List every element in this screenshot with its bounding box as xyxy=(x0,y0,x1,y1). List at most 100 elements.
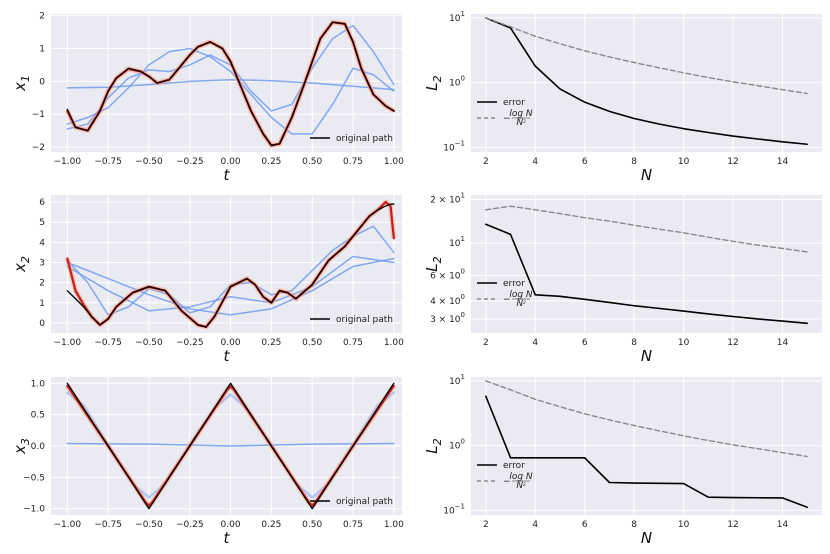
x-tick-label: −1.00 xyxy=(54,157,82,167)
series-line-error xyxy=(485,223,808,325)
series-line-blue xyxy=(66,442,395,447)
x-tick-label: −0.25 xyxy=(176,520,204,530)
x-tick-label: −0.50 xyxy=(135,520,163,530)
y-tick-label: 0 xyxy=(39,319,45,329)
x-tick-label: 8 xyxy=(631,520,637,530)
series-line-red xyxy=(66,384,395,507)
series-line-original xyxy=(66,21,395,147)
x-tick-label: 2 xyxy=(483,520,489,530)
legend-bound-denominator: N2 xyxy=(516,118,526,128)
series-line-bound xyxy=(485,17,808,95)
y-tick-label: 5 xyxy=(39,218,45,228)
series-group xyxy=(64,199,397,330)
x-tick-label: 10 xyxy=(678,520,690,530)
panel-x1_paths: −1.00 −0.75 −0.50 −0.25 0.00 0.25 0.50 0.75 1.00… xyxy=(11,12,404,184)
x-tick-label: 0.50 xyxy=(302,338,322,348)
plot-area xyxy=(51,14,402,152)
x-tick-label: −1.00 xyxy=(54,338,82,348)
x-tick-label: 1.00 xyxy=(384,520,404,530)
y-tick-label: 6 × 100 xyxy=(430,267,465,281)
legend-error-label: error xyxy=(503,279,525,289)
series-line-error xyxy=(485,395,808,509)
series-line-bound xyxy=(485,380,808,458)
x-tick-label: −0.50 xyxy=(135,338,163,348)
y-tick-label: 1 xyxy=(39,299,45,309)
x-tick-label: −0.50 xyxy=(135,157,163,167)
x-tick-label: 12 xyxy=(727,520,738,530)
x-tick-label: −0.75 xyxy=(94,520,122,530)
y-axis-label: L2 xyxy=(423,438,444,453)
legend-bound-numerator: log N xyxy=(509,472,533,482)
x-tick-label: 12 xyxy=(727,157,738,167)
y-tick-label: 6 xyxy=(39,198,45,208)
y-axis-label: x2 xyxy=(11,256,32,273)
plot-area xyxy=(51,195,402,333)
x-axis-label: t xyxy=(224,529,231,547)
y-tick-label: −1 xyxy=(32,110,45,120)
series-line-error xyxy=(485,17,808,146)
x-axis-label: N xyxy=(641,529,652,547)
y-tick-label: 1.0 xyxy=(31,379,46,389)
x-tick-label: 0.00 xyxy=(221,520,241,530)
x-tick-label: −0.75 xyxy=(94,157,122,167)
x-tick-label: 1.00 xyxy=(384,157,404,167)
series-line-bound xyxy=(485,205,808,253)
series-line-original xyxy=(66,203,395,328)
x-tick-label: 0.50 xyxy=(302,520,322,530)
panel-x3_paths: −1.00 −0.75 −0.50 −0.25 0.00 0.25 0.50 0.75 1.00… xyxy=(11,377,404,547)
x-tick-label: 10 xyxy=(678,338,690,348)
series-group xyxy=(65,382,396,510)
y-tick-label: 4 × 100 xyxy=(430,293,465,307)
legend-bound-dash: − xyxy=(503,114,511,124)
x-tick-label: 2 xyxy=(483,338,489,348)
y-tick-label: 0.5 xyxy=(31,411,45,421)
y-axis-label: L2 xyxy=(423,75,444,90)
x-tick-label: 10 xyxy=(678,157,690,167)
legend-bound-numerator: log N xyxy=(509,109,533,119)
y-axis-label: x1 xyxy=(11,75,32,92)
legend-original-label: original path xyxy=(336,315,393,325)
x-tick-label: 14 xyxy=(777,157,789,167)
y-tick-label: 2 × 101 xyxy=(430,192,465,206)
legend-bound-denominator: N2 xyxy=(516,299,526,309)
panel-x3_error: 2 4 6 8 10 12 14 10−1 100 101 N L2 error −log NN2 xyxy=(423,373,822,547)
y-tick-label: 100 xyxy=(449,438,465,452)
legend-bound-denominator: N2 xyxy=(516,481,526,491)
x-tick-label: 4 xyxy=(532,338,538,348)
y-axis-label: x3 xyxy=(11,438,32,455)
x-tick-label: 8 xyxy=(631,338,637,348)
legend-bound-dash: − xyxy=(503,477,511,487)
x-tick-label: 6 xyxy=(582,338,588,348)
y-tick-label: 3 × 100 xyxy=(430,311,465,325)
y-tick-label: 2 xyxy=(39,279,45,289)
x-tick-label: 4 xyxy=(532,520,538,530)
y-tick-label: 100 xyxy=(449,75,465,89)
x-axis-label: N xyxy=(641,166,652,184)
x-tick-label: 8 xyxy=(631,157,637,167)
legend-bound-dash: − xyxy=(503,295,511,305)
x-tick-label: 0.00 xyxy=(221,338,241,348)
x-tick-label: 0.75 xyxy=(343,338,363,348)
panel-x2_paths: −1.00 −0.75 −0.50 −0.25 0.00 0.25 0.50 0.75 1.00… xyxy=(11,195,404,365)
x-axis-label: t xyxy=(224,347,231,365)
x-tick-label: −0.25 xyxy=(176,338,204,348)
x-tick-label: 14 xyxy=(777,338,789,348)
y-tick-label: 4 xyxy=(39,238,45,248)
x-tick-label: 0.75 xyxy=(343,157,363,167)
series-group xyxy=(485,380,808,509)
series-group xyxy=(485,205,808,325)
y-tick-label: 0.0 xyxy=(31,442,46,452)
x-tick-label: 0.25 xyxy=(261,338,281,348)
y-tick-label: 2 xyxy=(39,12,45,22)
plot-area xyxy=(471,195,822,333)
x-tick-label: −1.00 xyxy=(54,520,82,530)
x-tick-label: 2 xyxy=(483,157,489,167)
x-tick-label: 1.00 xyxy=(384,338,404,348)
y-tick-label: 3 xyxy=(39,258,45,268)
x-tick-label: 12 xyxy=(727,338,738,348)
y-tick-label: −0.5 xyxy=(23,473,45,483)
x-tick-label: 14 xyxy=(777,520,789,530)
y-tick-label: 0 xyxy=(39,77,45,87)
x-axis-label: t xyxy=(224,166,231,184)
y-tick-label: 101 xyxy=(449,235,465,249)
